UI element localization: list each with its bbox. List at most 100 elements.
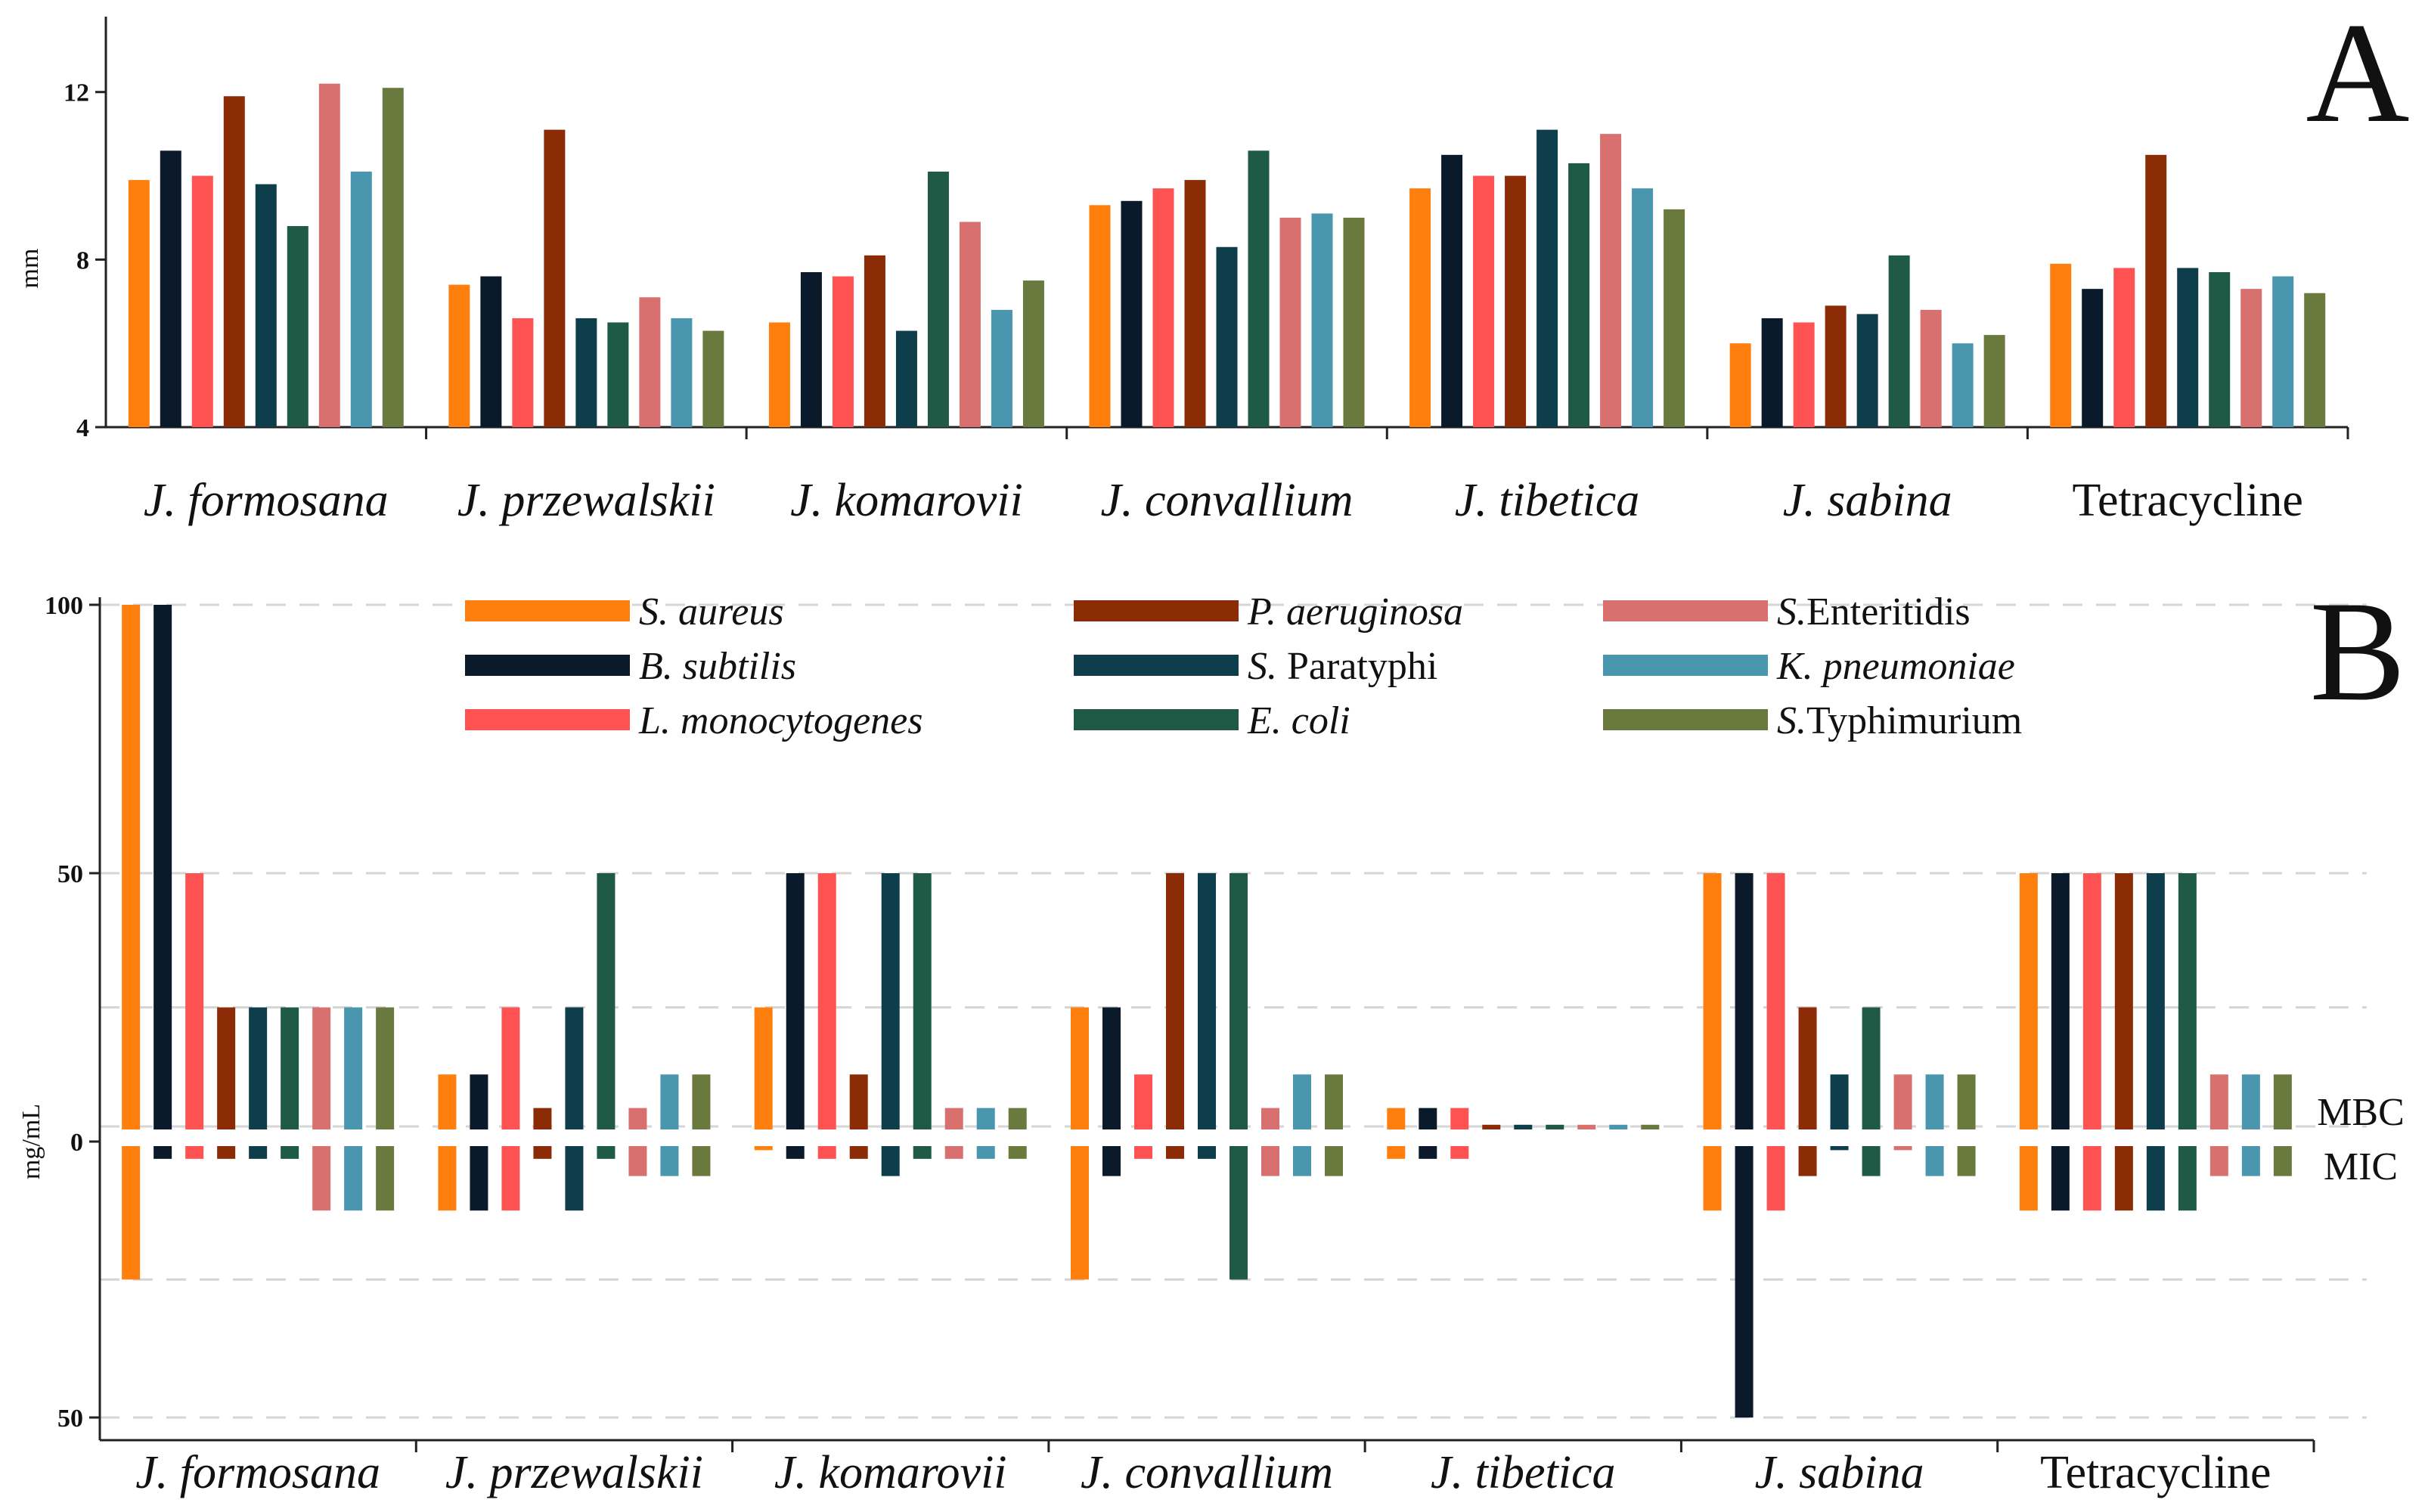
bar-a-j-komarovii-p-aeruginosa: [864, 255, 885, 427]
mic-bar-j-przewalskii-l-monocytogenes: [501, 1142, 520, 1211]
y-tick-label-b: 100: [45, 592, 83, 620]
mic-bar-tetracycline-s-enteritidis: [2209, 1142, 2228, 1176]
legend-label-e-coli: E. coli: [1247, 699, 1350, 742]
mbc-bar-tetracycline-b-subtilis: [2051, 873, 2070, 1142]
mbc-bar-j-formosana-l-monocytogenes: [185, 873, 204, 1142]
category-label-a: Tetracycline: [2072, 475, 2302, 526]
bar-a-j-przewalskii-k-pneumoniae: [671, 318, 693, 427]
mic-bar-j-przewalskii-k-pneumoniae: [660, 1142, 679, 1176]
legend-swatch-s-typhimurium: [1603, 709, 1768, 730]
mbc-bar-j-formosana-p-aeruginosa: [217, 1007, 236, 1142]
bar-a-j-sabina-b-subtilis: [1761, 318, 1783, 427]
bar-a-j-tibetica-s-enteritidis: [1600, 134, 1622, 427]
bar-a-j-convallium-e-coli: [1248, 150, 1270, 427]
legend-label-s-typhimurium: S.Typhimurium: [1777, 699, 2022, 742]
bar-a-j-convallium-s-aureus: [1089, 205, 1111, 427]
legend-label-rest: Typhimurium: [1806, 699, 2022, 742]
zero-separator: [101, 1129, 2370, 1146]
mbc-bar-tetracycline-l-monocytogenes: [2082, 873, 2101, 1142]
bar-a-tetracycline-s-enteritidis: [2240, 289, 2262, 427]
bar-a-j-przewalskii-l-monocytogenes: [512, 318, 534, 427]
bar-a-j-komarovii-s-paratyphi: [895, 330, 917, 427]
mic-bar-j-sabina-p-aeruginosa: [1798, 1142, 1817, 1176]
legend-label-rest: Enteritidis: [1806, 590, 1971, 634]
bar-a-j-formosana-l-monocytogenes: [191, 175, 213, 427]
mbc-bar-j-formosana-k-pneumoniae: [344, 1007, 363, 1142]
mic-bar-j-przewalskii-s-enteritidis: [628, 1142, 647, 1176]
mic-bar-j-convallium-b-subtilis: [1102, 1142, 1121, 1176]
category-label-a: J. convallium: [1100, 475, 1353, 526]
y-tick-label-a: 4: [76, 414, 89, 442]
bar-a-j-komarovii-s-enteritidis: [959, 222, 981, 427]
y-axis-title-b: mg/mL: [17, 1104, 45, 1179]
mic-bar-tetracycline-s-aureus: [2019, 1142, 2038, 1211]
mic-bar-j-convallium-s-typhimurium: [1325, 1142, 1343, 1176]
legend-label-prefix: S.: [1777, 590, 1806, 634]
y-tick-label-a: 12: [64, 79, 89, 107]
bar-a-j-sabina-s-aureus: [1729, 343, 1751, 427]
bar-a-j-tibetica-p-aeruginosa: [1505, 175, 1527, 427]
bar-a-j-komarovii-s-typhimurium: [1022, 280, 1044, 427]
bar-a-j-convallium-s-typhimurium: [1343, 217, 1365, 427]
legend-swatch-s-paratyphi: [1074, 655, 1239, 676]
bar-a-j-sabina-l-monocytogenes: [1793, 322, 1815, 427]
mbc-bar-j-formosana-s-enteritidis: [312, 1007, 331, 1142]
category-label-a: J. tibetica: [1455, 475, 1639, 526]
mbc-bar-j-przewalskii-s-paratyphi: [565, 1007, 584, 1142]
mic-bar-j-convallium-k-pneumoniae: [1293, 1142, 1311, 1176]
category-label-a: J. formosana: [144, 475, 389, 526]
bar-a-j-convallium-b-subtilis: [1121, 200, 1143, 427]
mbc-bar-j-formosana-s-typhimurium: [376, 1007, 395, 1142]
bar-a-j-komarovii-l-monocytogenes: [832, 276, 854, 427]
mic-bar-j-komarovii-s-paratyphi: [881, 1142, 900, 1176]
bar-a-j-przewalskii-e-coli: [607, 322, 629, 427]
legend-label-s-aureus: S. aureus: [639, 590, 784, 634]
category-label-a: J. komarovii: [790, 475, 1023, 526]
bar-a-j-sabina-s-paratyphi: [1856, 314, 1878, 427]
panel-label-b: B: [2310, 572, 2406, 731]
mic-bar-j-convallium-s-aureus: [1071, 1142, 1089, 1280]
mic-bar-tetracycline-e-coli: [2178, 1142, 2197, 1211]
mbc-bar-j-convallium-b-subtilis: [1102, 1007, 1121, 1142]
legend-swatch-b-subtilis: [465, 655, 630, 676]
mbc-bar-j-sabina-b-subtilis: [1735, 873, 1754, 1142]
y-axis-title-a: mm: [16, 249, 44, 289]
legend-label-l-monocytogenes: L. monocytogenes: [638, 699, 923, 742]
category-label-b: J. sabina: [1755, 1447, 1924, 1498]
bar-a-j-tibetica-e-coli: [1568, 163, 1590, 427]
bar-a-tetracycline-p-aeruginosa: [2145, 154, 2167, 428]
mbc-label: MBC: [2317, 1091, 2405, 1134]
bar-a-j-formosana-s-aureus: [128, 180, 150, 427]
mbc-bar-tetracycline-e-coli: [2178, 873, 2197, 1142]
bar-a-j-przewalskii-s-typhimurium: [702, 330, 724, 427]
mbc-bar-tetracycline-s-paratyphi: [2146, 873, 2165, 1142]
mic-bar-j-przewalskii-s-typhimurium: [692, 1142, 711, 1176]
legend-swatch-s-aureus: [465, 600, 630, 621]
bar-a-j-tibetica-k-pneumoniae: [1632, 188, 1654, 427]
panel-label-a: A: [2306, 0, 2409, 153]
category-label-b: J. komarovii: [774, 1447, 1007, 1498]
legend-label-prefix: S.: [1248, 645, 1277, 688]
bar-a-j-komarovii-b-subtilis: [800, 271, 822, 427]
mic-bar-j-sabina-e-coli: [1862, 1142, 1881, 1176]
bar-a-j-formosana-s-typhimurium: [382, 88, 404, 427]
y-tick-label-b: 0: [70, 1129, 83, 1157]
bar-a-j-convallium-s-paratyphi: [1216, 246, 1238, 427]
mic-bar-tetracycline-s-paratyphi: [2146, 1142, 2165, 1211]
mic-bar-j-sabina-l-monocytogenes: [1766, 1142, 1785, 1211]
bar-a-tetracycline-s-typhimurium: [2304, 293, 2326, 427]
mic-bar-j-sabina-k-pneumoniae: [1925, 1142, 1944, 1176]
mbc-bar-j-komarovii-e-coli: [913, 873, 932, 1142]
bar-a-j-convallium-s-enteritidis: [1279, 217, 1301, 427]
mbc-bar-tetracycline-s-aureus: [2019, 873, 2038, 1142]
bar-a-j-convallium-l-monocytogenes: [1152, 188, 1174, 427]
legend-label-prefix: S.: [1777, 699, 1806, 742]
y-tick-label-a: 8: [76, 246, 89, 274]
mbc-bar-tetracycline-p-aeruginosa: [2114, 873, 2133, 1142]
legend-swatch-k-pneumoniae: [1603, 655, 1768, 676]
bar-a-j-tibetica-s-typhimurium: [1664, 209, 1685, 427]
mbc-bar-j-sabina-e-coli: [1862, 1007, 1881, 1142]
bar-a-j-komarovii-k-pneumoniae: [991, 309, 1012, 427]
legend-label-b-subtilis: B. subtilis: [639, 645, 796, 688]
